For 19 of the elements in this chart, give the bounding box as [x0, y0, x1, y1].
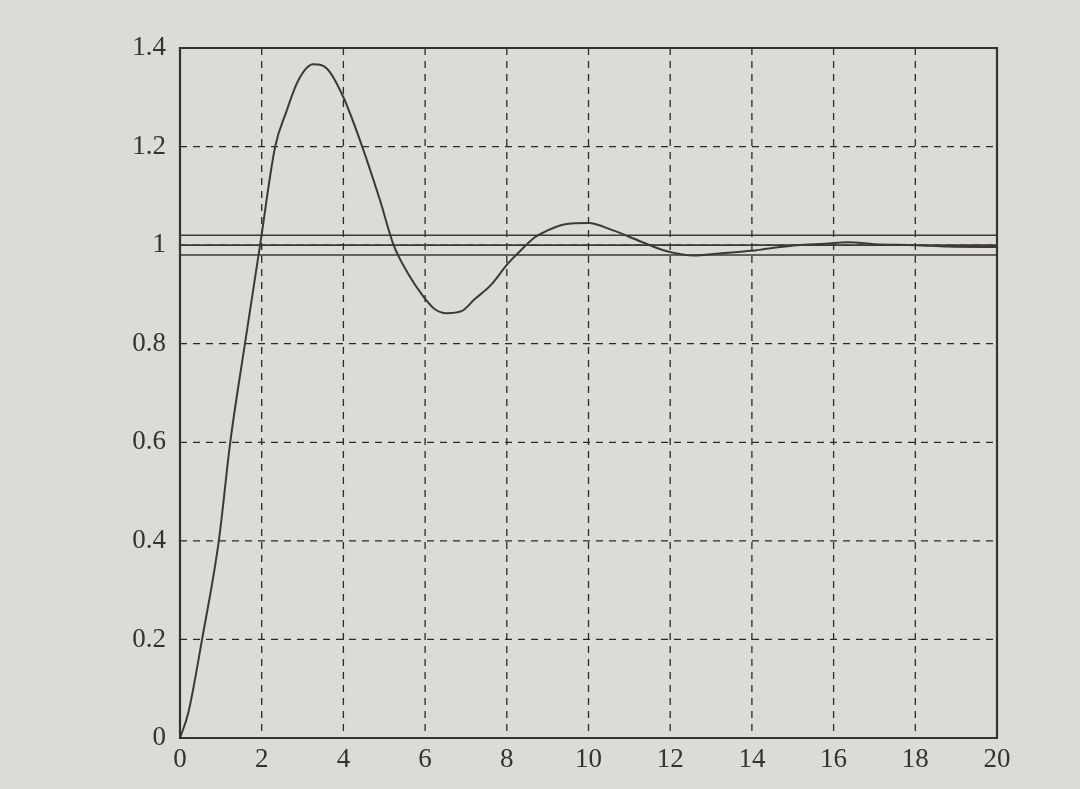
y-tick-label: 1.4 — [132, 31, 167, 62]
x-tick-label: 4 — [336, 743, 351, 774]
x-tick-label: 14 — [738, 743, 766, 774]
x-tick-label: 12 — [656, 743, 684, 774]
x-tick-label: 6 — [418, 743, 432, 774]
x-tick-label: 0 — [173, 743, 187, 774]
y-tick-label: 0 — [152, 721, 166, 752]
y-tick-label: 1.2 — [132, 129, 166, 160]
x-tick-label: 18 — [901, 743, 929, 774]
y-tick-label: 0.8 — [132, 326, 166, 357]
y-tick-label: 1 — [152, 228, 166, 259]
y-tick-label: 0.2 — [132, 622, 166, 653]
y-tick-label: 0.6 — [132, 425, 166, 456]
x-tick-label: 16 — [820, 743, 848, 774]
x-tick-label: 2 — [254, 743, 269, 774]
y-tick-label: 0.4 — [132, 523, 167, 554]
x-tick-label: 8 — [500, 743, 514, 774]
x-tick-label: 10 — [575, 743, 602, 774]
x-tick-label: 20 — [983, 743, 1011, 774]
